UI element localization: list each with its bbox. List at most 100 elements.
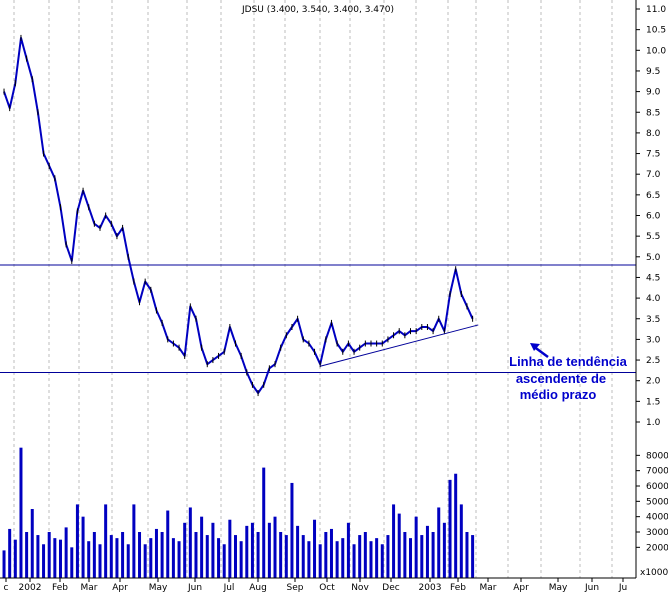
volume-bar <box>25 532 29 578</box>
volume-bar <box>245 525 249 578</box>
volume-bar <box>36 535 40 578</box>
volume-bar <box>104 504 108 578</box>
volume-bar <box>307 541 311 578</box>
arrow-head <box>530 343 540 351</box>
price-axis-tick-label: 2.5 <box>646 356 660 366</box>
volume-bar <box>318 544 322 578</box>
volume-bar <box>183 522 187 578</box>
volume-bar <box>205 535 209 578</box>
volume-bar <box>346 522 350 578</box>
x-axis-tick-label: c <box>4 583 9 592</box>
volume-bar <box>290 482 294 578</box>
volume-bar <box>2 550 6 578</box>
volume-bar <box>267 522 271 578</box>
support-resistance-lines <box>0 264 636 373</box>
volume-bar <box>403 532 407 578</box>
volume-bar <box>262 467 266 578</box>
price-axis-tick-label: 6.5 <box>646 191 660 201</box>
annotation-text-line: ascendente de <box>516 371 606 386</box>
x-axis-tick-label: Ju <box>618 583 627 592</box>
volume-bar <box>471 535 475 578</box>
volume-bar <box>87 541 91 578</box>
price-axis-tick-label: 3.0 <box>646 335 661 345</box>
volume-bar <box>58 539 62 578</box>
volume-bar <box>431 532 435 578</box>
volume-bar <box>81 516 85 578</box>
volume-axis-tick-label: 20000 <box>646 543 668 553</box>
volume-axis-tick-label: 80000 <box>646 451 668 461</box>
volume-bar <box>341 538 345 578</box>
volume-bar <box>115 538 119 578</box>
volume-bar <box>53 538 57 578</box>
volume-bar <box>228 519 232 578</box>
x-axis-tick-label: Oct <box>319 583 335 592</box>
volume-bar <box>143 544 147 578</box>
chart-title: JDSU (3.400, 3.540, 3.400, 3.470) <box>241 5 394 15</box>
volume-bar <box>70 547 74 578</box>
volume-bar <box>380 544 384 578</box>
volume-bar <box>250 522 254 578</box>
volume-bar <box>442 522 446 578</box>
price-axis-tick-label: 5.5 <box>646 232 660 242</box>
price-axis-tick-label: 3.5 <box>646 315 660 325</box>
volume-axis-tick-label: 50000 <box>646 497 668 507</box>
x-axis-tick-label: Jul <box>223 583 235 592</box>
price-axis-tick-label: 1.5 <box>646 397 660 407</box>
x-axis-tick-label: Feb <box>450 583 466 592</box>
volume-bar <box>375 538 379 578</box>
price-axis-tick-label: 8.0 <box>646 129 661 139</box>
volume-axis-unit-label: x10000 <box>640 568 668 578</box>
volume-bar <box>425 525 429 578</box>
price-axis-tick-label: 7.0 <box>646 170 661 180</box>
x-axis-tick-label: Apr <box>513 583 529 592</box>
volume-bar <box>363 532 367 578</box>
price-axis-tick-label: 10.5 <box>646 26 666 36</box>
x-axis-tick-label: Dec <box>382 583 399 592</box>
volume-bar <box>392 504 396 578</box>
volume-bar <box>13 539 17 578</box>
volume-axis-tick-label: 40000 <box>646 513 668 523</box>
volume-bar <box>177 541 181 578</box>
volume-bar <box>454 473 458 578</box>
volume-bar <box>386 535 390 578</box>
volume-bar <box>121 532 125 578</box>
volume-bar <box>409 538 413 578</box>
x-axis-tick-label: Jun <box>187 583 202 592</box>
volume-bar <box>64 527 68 578</box>
volume-bars <box>2 447 475 578</box>
price-axis-tick-label: 9.5 <box>646 67 660 77</box>
volume-bar <box>109 535 113 578</box>
price-series <box>3 34 474 397</box>
x-axis-tick-label: Mar <box>81 583 98 592</box>
price-axis-tick-label: 4.0 <box>646 294 661 304</box>
volume-bar <box>437 507 441 578</box>
volume-bar <box>138 532 142 578</box>
x-axis-tick-label: Jun <box>584 583 599 592</box>
volume-bar <box>42 544 46 578</box>
trendline-group <box>320 324 479 367</box>
volume-bar <box>194 532 198 578</box>
volume-bar <box>19 447 23 578</box>
volume-bar <box>132 504 136 578</box>
volume-bar <box>301 535 305 578</box>
price-line <box>3 36 474 395</box>
volume-bar <box>126 544 130 578</box>
volume-axis-tick-label: 70000 <box>646 467 668 477</box>
gridlines <box>13 0 613 578</box>
volume-bar <box>465 532 469 578</box>
volume-bar <box>188 507 192 578</box>
volume-bar <box>256 532 260 578</box>
trendline <box>320 324 479 367</box>
annotation-text-line: médio prazo <box>520 387 597 402</box>
volume-bar <box>166 510 170 578</box>
x-axis-tick-label: Aug <box>249 583 267 592</box>
volume-bar <box>279 532 283 578</box>
volume-bar <box>313 519 317 578</box>
price-axis-tick-label: 7.5 <box>646 150 660 160</box>
volume-bar <box>239 541 243 578</box>
